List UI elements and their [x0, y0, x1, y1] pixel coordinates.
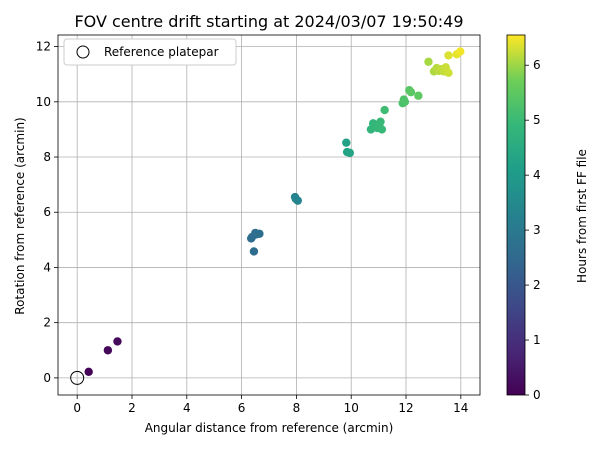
- data-point: [444, 68, 453, 78]
- data-point: [113, 337, 122, 346]
- x-tick-label: 0: [73, 401, 81, 415]
- chart-title: FOV centre drift starting at 2024/03/07 …: [74, 12, 463, 31]
- data-point: [456, 47, 465, 56]
- x-tick-label: 12: [398, 401, 413, 415]
- y-tick-label: 4: [43, 260, 51, 274]
- y-tick-label: 10: [36, 95, 51, 109]
- colorbar-tick-label: 4: [533, 168, 541, 182]
- data-point: [342, 138, 351, 147]
- reference-marker: [70, 370, 85, 385]
- grid: [58, 35, 480, 395]
- y-tick-label: 6: [43, 205, 51, 219]
- y-tick-label: 12: [36, 40, 51, 54]
- x-tick-label: 4: [183, 401, 191, 415]
- y-axis-ticks: 0 2 4 6 8 10 12: [36, 40, 58, 385]
- x-tick-label: 14: [453, 401, 468, 415]
- y-tick-label: 8: [43, 150, 51, 164]
- reference-point: [70, 370, 85, 385]
- data-point: [377, 125, 387, 134]
- data-points: [84, 47, 465, 377]
- y-axis-label: Rotation from reference (arcmin): [13, 117, 27, 314]
- x-tick-label: 6: [238, 401, 246, 415]
- legend: Reference platepar: [63, 38, 237, 66]
- plot-frame: [57, 34, 481, 396]
- data-point: [406, 87, 416, 97]
- colorbar-tick-label: 3: [533, 223, 541, 237]
- data-point: [424, 57, 433, 66]
- data-point: [380, 105, 389, 115]
- x-axis-label: Angular distance from reference (arcmin): [145, 421, 394, 435]
- data-point: [376, 117, 385, 126]
- data-point: [255, 229, 264, 238]
- data-point: [414, 91, 423, 100]
- legend-label: Reference platepar: [104, 45, 219, 59]
- colorbar-gradient: [506, 34, 526, 396]
- colorbar-tick-label: 6: [533, 58, 541, 72]
- x-tick-label: 10: [344, 401, 359, 415]
- legend-marker: [76, 45, 90, 59]
- y-tick-label: 0: [43, 371, 51, 385]
- colorbar-tick-label: 0: [533, 388, 541, 402]
- data-point: [345, 148, 355, 158]
- colorbar-label: Hours from first FF file: [575, 149, 589, 283]
- colorbar: 0 1 2 3 4 5 6: [506, 34, 541, 402]
- colorbar-tick-label: 5: [533, 113, 541, 127]
- y-tick-label: 2: [43, 316, 51, 330]
- data-point: [103, 346, 113, 355]
- data-point: [400, 97, 410, 107]
- legend-box: [63, 38, 237, 66]
- colorbar-tick-label: 1: [533, 333, 541, 347]
- data-point: [293, 196, 302, 205]
- x-tick-label: 2: [128, 401, 136, 415]
- x-axis-ticks: 0 2 4 6 8 10 12 14: [73, 395, 468, 415]
- colorbar-tick-label: 2: [533, 278, 541, 292]
- data-point: [249, 247, 259, 256]
- x-tick-label: 8: [293, 401, 301, 415]
- data-point: [444, 51, 453, 60]
- data-point: [84, 367, 93, 377]
